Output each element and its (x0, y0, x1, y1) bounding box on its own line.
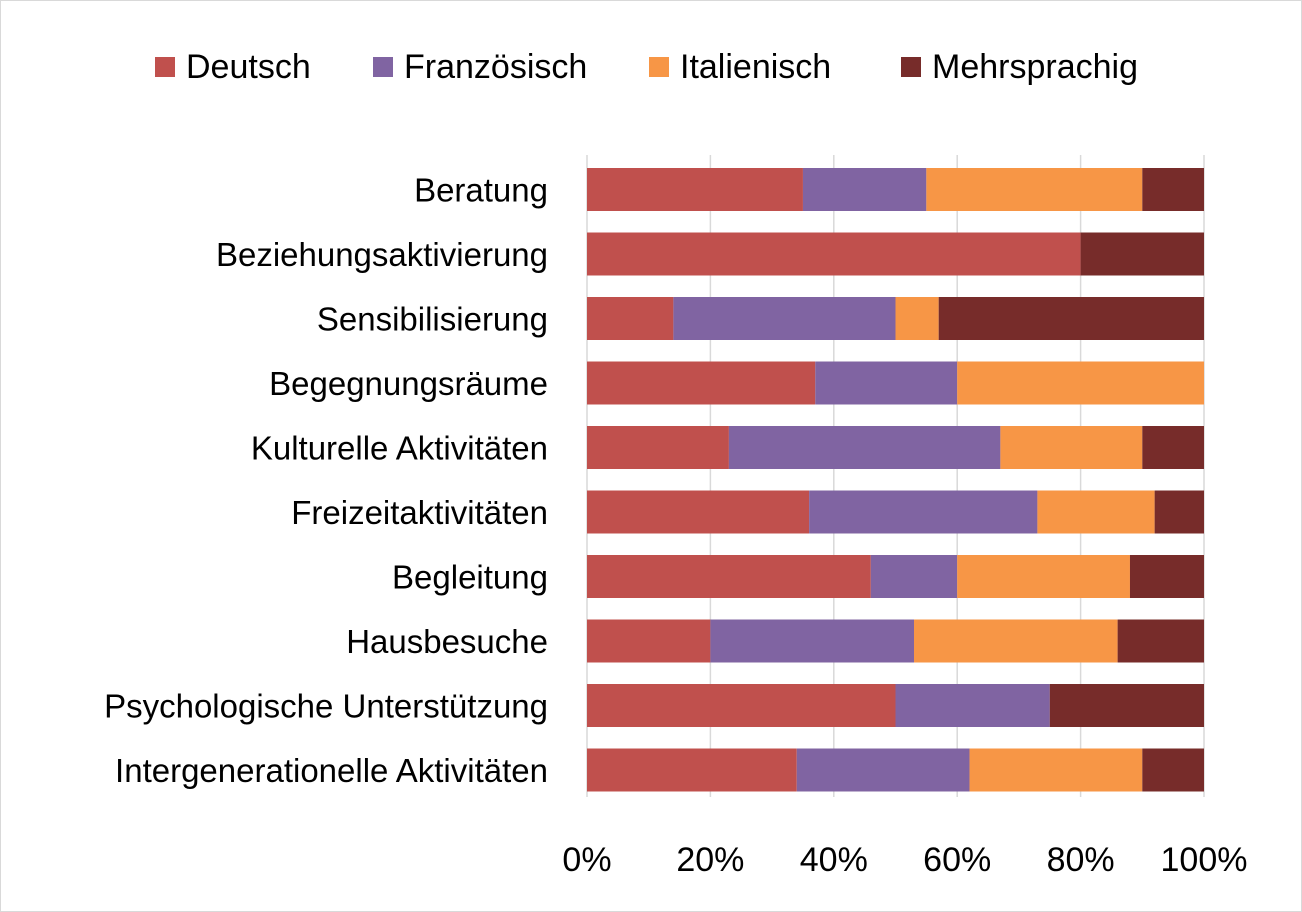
legend-swatch-deutsch (155, 57, 175, 77)
bar-begleitung-franz-sisch (870, 555, 958, 598)
bar-freizeitaktivit-ten-franz-sisch (809, 490, 1038, 534)
bar-psychologische-unterst-tzung-mehrsprachig (1049, 684, 1204, 727)
bar-freizeitaktivit-ten-italienisch (1037, 490, 1155, 534)
category-label: Begegnungsräume (269, 365, 548, 402)
bar-hausbesuche-deutsch (587, 619, 711, 663)
category-label: Intergenerationelle Aktivitäten (115, 752, 548, 789)
category-label: Psychologische Unterstützung (104, 688, 548, 725)
bar-sensibilisierung-italienisch (895, 297, 939, 340)
bar-beratung-deutsch (587, 168, 803, 211)
bar-freizeitaktivit-ten-deutsch (587, 490, 810, 534)
legend-label-franz-sisch: Französisch (404, 48, 587, 86)
legend-label-mehrsprachig: Mehrsprachig (932, 48, 1138, 86)
legend-swatch-italienisch (649, 57, 669, 77)
x-tick-label: 0% (562, 841, 611, 879)
bar-psychologische-unterst-tzung-deutsch (587, 684, 896, 727)
legend-label-deutsch: Deutsch (186, 48, 311, 86)
bar-intergenerationelle-aktivit-ten-deutsch (587, 748, 797, 792)
legend: Deutsch Französisch Italienisch Mehrsprachi… (155, 48, 1138, 86)
bar-beziehungsaktivierung-mehrsprachig (1080, 232, 1204, 276)
bar-sensibilisierung-franz-sisch (673, 297, 896, 340)
bar-intergenerationelle-aktivit-ten-mehrsprachig (1142, 748, 1204, 792)
bar-beratung-mehrsprachig (1142, 168, 1204, 211)
category-label: Hausbesuche (346, 623, 548, 660)
category-label: Sensibilisierung (317, 301, 548, 338)
bar-hausbesuche-italienisch (914, 619, 1118, 663)
category-label: Freizeitaktivitäten (291, 494, 548, 531)
category-label: Beratung (414, 172, 548, 209)
bar-begleitung-mehrsprachig (1129, 555, 1204, 598)
bar-kulturelle-aktivit-ten-mehrsprachig (1142, 426, 1204, 469)
x-tick-label: 20% (676, 841, 744, 879)
bar-sensibilisierung-deutsch (587, 297, 674, 340)
bar-beziehungsaktivierung-deutsch (587, 232, 1081, 276)
x-tick-label: 80% (1047, 841, 1115, 879)
category-label: Begleitung (392, 559, 548, 596)
bar-hausbesuche-franz-sisch (710, 619, 915, 663)
bar-intergenerationelle-aktivit-ten-franz-sisch (796, 748, 970, 792)
bar-begleitung-deutsch (587, 555, 871, 598)
category-label: Beziehungsaktivierung (216, 236, 548, 273)
bar-begegnungsr-ume-franz-sisch (815, 361, 958, 405)
bar-freizeitaktivit-ten-mehrsprachig (1154, 490, 1204, 534)
x-tick-label: 60% (923, 841, 991, 879)
x-axis-tick-labels: 0% 20% 40% 60% 80% 100% (562, 841, 1247, 879)
bars (587, 168, 1204, 792)
bar-beratung-italienisch (926, 168, 1143, 211)
legend-swatch-mehrsprachig (901, 57, 921, 77)
bar-hausbesuche-mehrsprachig (1117, 619, 1204, 663)
bar-kulturelle-aktivit-ten-italienisch (1000, 426, 1143, 469)
category-label: Kulturelle Aktivitäten (251, 430, 548, 467)
bar-begegnungsr-ume-italienisch (957, 361, 1204, 405)
bar-sensibilisierung-mehrsprachig (938, 297, 1204, 340)
bar-kulturelle-aktivit-ten-franz-sisch (728, 426, 1001, 469)
bar-intergenerationelle-aktivit-ten-italienisch (969, 748, 1143, 792)
bar-beratung-franz-sisch (802, 168, 927, 211)
x-tick-label: 40% (800, 841, 868, 879)
bar-kulturelle-aktivit-ten-deutsch (587, 426, 729, 469)
bar-begegnungsr-ume-deutsch (587, 361, 816, 405)
x-tick-label: 100% (1161, 841, 1248, 879)
bar-begleitung-italienisch (957, 555, 1130, 598)
legend-label-italienisch: Italienisch (680, 48, 831, 86)
category-labels: Beratung Beziehungsaktivierung Sensibilisi… (104, 172, 548, 790)
legend-swatch-franz-sisch (373, 57, 393, 77)
bar-psychologische-unterst-tzung-franz-sisch (895, 684, 1050, 727)
